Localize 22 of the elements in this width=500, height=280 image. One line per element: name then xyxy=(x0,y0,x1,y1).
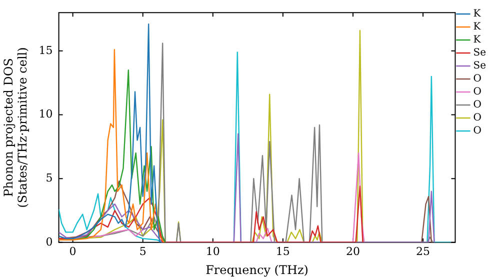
legend-label: O xyxy=(473,112,482,124)
x-tick-label: 5 xyxy=(139,244,146,258)
y-tick-label: 15 xyxy=(38,44,53,57)
legend-label: K xyxy=(473,34,482,46)
legend-label: Se xyxy=(473,60,486,72)
x-axis-title: Frequency (THz) xyxy=(206,262,308,277)
y-tick-label: 0 xyxy=(46,235,53,248)
x-tick-label: 15 xyxy=(276,244,290,258)
legend-label: K xyxy=(473,22,482,33)
legend-label: K xyxy=(473,8,482,20)
legend-label: O xyxy=(473,86,482,98)
legend-label: O xyxy=(473,126,482,137)
y-tick-label: 10 xyxy=(38,108,53,121)
legend-label: Se xyxy=(473,48,486,59)
legend-label: O xyxy=(473,100,482,111)
x-tick-label: 10 xyxy=(206,244,220,258)
x-tick-label: 0 xyxy=(69,244,76,258)
x-tick-label: 25 xyxy=(416,244,430,258)
x-tick-label: 20 xyxy=(346,244,360,258)
y-tick-label: 5 xyxy=(46,171,53,184)
y-axis-title: Phonon projected DOS (States/THz·primitive cell) xyxy=(1,47,30,208)
legend-label: O xyxy=(473,74,482,85)
